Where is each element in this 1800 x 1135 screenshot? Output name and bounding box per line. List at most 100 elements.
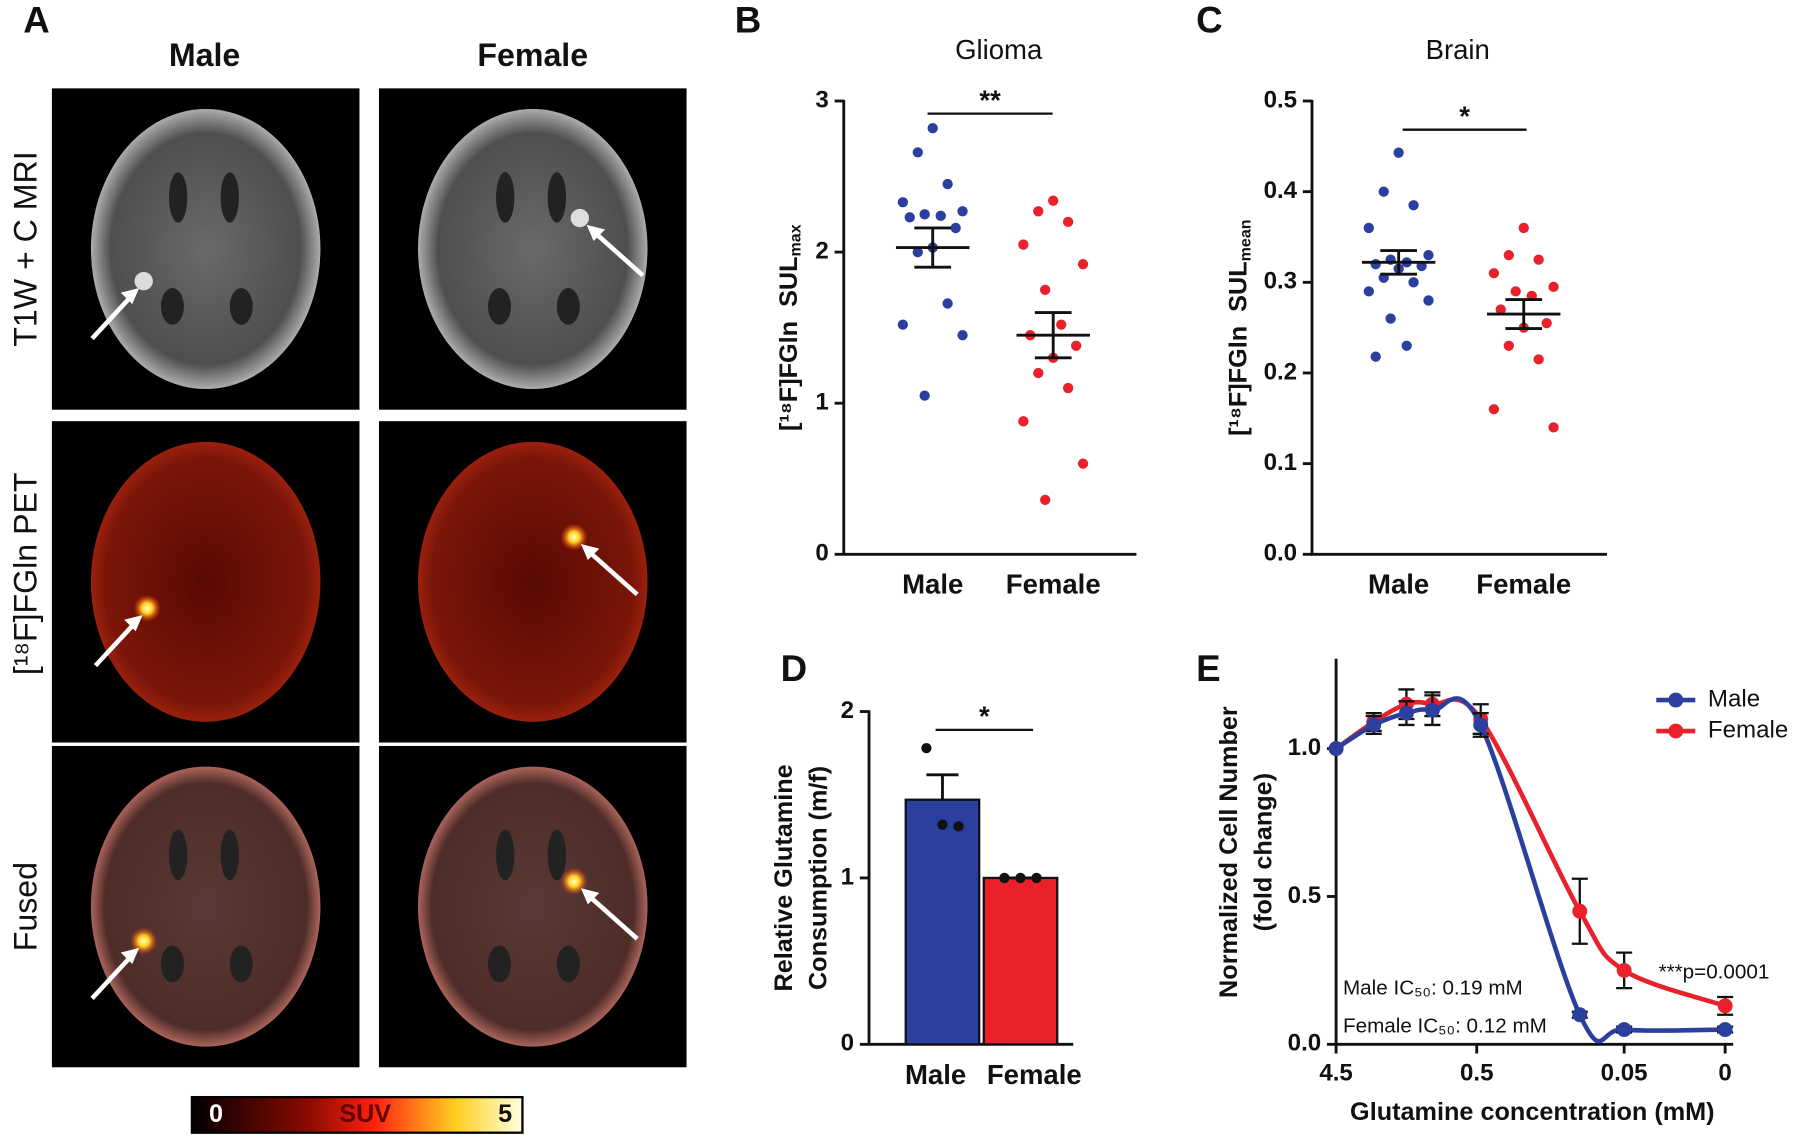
x-tick-label: Male (905, 1059, 966, 1090)
y-axis-label-main: [¹⁸F]FGln SUL (1224, 261, 1252, 436)
lesion (129, 927, 158, 955)
data-point (1424, 702, 1440, 718)
data-point (919, 390, 930, 401)
data-point (1401, 340, 1412, 351)
data-point (1495, 304, 1506, 315)
x-axis-label: Glutamine concentration (mM) (1350, 1098, 1715, 1126)
ventricle (168, 829, 188, 881)
ventricle (556, 288, 580, 325)
data-point (1393, 147, 1404, 158)
data-point (1077, 458, 1089, 469)
data-point (1033, 367, 1044, 379)
y-tick-label: 0.5 (1288, 882, 1322, 909)
lesion (133, 594, 161, 623)
arrow-head (586, 224, 606, 242)
y-tick-label: 3 (815, 86, 828, 113)
data-point (1541, 317, 1552, 329)
significance: * (979, 701, 990, 732)
data-point (953, 821, 964, 832)
data-point (897, 197, 909, 208)
x-tick-label: 0.5 (1460, 1060, 1494, 1087)
data-point (942, 298, 953, 309)
brain (90, 109, 321, 390)
ventricle (168, 172, 188, 223)
data-point (957, 330, 968, 341)
data-point (999, 872, 1010, 884)
error-bar (1505, 298, 1543, 330)
data-point (1363, 222, 1374, 234)
row-label: T1W + C MRI (7, 151, 43, 346)
legend-marker (1668, 723, 1684, 739)
data-point (1518, 222, 1529, 234)
data-point (1488, 268, 1500, 279)
data-point (1062, 382, 1074, 394)
colorbar-max: 5 (498, 1100, 512, 1128)
significance: ** (979, 84, 1001, 115)
data-point (1717, 1022, 1733, 1038)
data-point (1533, 354, 1544, 365)
data-point (1616, 962, 1632, 978)
data-point (1062, 216, 1074, 228)
data-point (935, 210, 946, 221)
data-point (1510, 286, 1521, 297)
error-bar (914, 226, 952, 269)
panel-letter: C (1196, 0, 1223, 41)
y-axis-label: Normalized Cell Number (1215, 706, 1243, 998)
legend-marker (1668, 692, 1684, 708)
panel-letter: B (735, 0, 762, 41)
data-point (1070, 340, 1082, 351)
ventricle (229, 288, 253, 325)
column-label: Female (477, 37, 588, 73)
y-tick-label: 0.5 (1264, 86, 1298, 113)
data-point (1408, 200, 1419, 211)
colorbar-label: SUV (339, 1100, 391, 1128)
y-tick-label: 1.0 (1288, 734, 1322, 761)
data-point (937, 819, 948, 830)
data-point (1015, 872, 1026, 884)
y-tick-label: 2 (841, 697, 854, 724)
y-axis-label: Relative Glutamine (770, 764, 798, 991)
x-tick-label: Male (1368, 569, 1429, 600)
panel-letter: E (1196, 648, 1221, 689)
x-tick-label: 0 (1718, 1060, 1731, 1087)
data-point (1423, 249, 1434, 261)
data-point (1018, 239, 1029, 250)
data-point (927, 123, 938, 134)
x-tick-label: Female (987, 1059, 1082, 1090)
error-bar (1380, 249, 1418, 276)
colorbar-min: 0 (209, 1100, 223, 1128)
data-point (1040, 284, 1051, 296)
row-label: [¹⁸F]FGln PET (7, 472, 43, 675)
ventricle (547, 172, 567, 223)
y-axis-label-main: [¹⁸F]FGln SUL (775, 256, 803, 431)
arrow (589, 227, 645, 278)
data-point (1572, 903, 1588, 919)
y-axis-label-sub: max (787, 224, 805, 256)
legend-label: Female (1708, 716, 1788, 743)
annotation: ***p=0.0001 (1659, 961, 1770, 984)
y-axis-label-sub: mean (1237, 219, 1255, 261)
brain (90, 441, 321, 722)
ventricle (229, 945, 253, 983)
ventricle (496, 829, 515, 881)
row-label: Fused (7, 862, 43, 951)
legend-label: Male (1708, 685, 1760, 712)
chart-title: Glioma (955, 34, 1043, 65)
data-point (1048, 195, 1059, 206)
panel-letter: A (23, 0, 50, 41)
data-point (1717, 998, 1733, 1014)
brain (90, 766, 321, 1047)
lesion (570, 208, 589, 228)
data-point (1423, 295, 1434, 306)
lesion (134, 271, 153, 291)
error-bar (926, 773, 959, 800)
data-point (1056, 319, 1067, 330)
data-point (1366, 717, 1382, 733)
error-bar (1034, 311, 1072, 360)
data-point (1385, 313, 1396, 324)
data-point (1328, 741, 1344, 757)
data-point (1033, 206, 1044, 217)
data-point (1378, 186, 1389, 197)
x-tick-label: 4.5 (1319, 1060, 1353, 1087)
